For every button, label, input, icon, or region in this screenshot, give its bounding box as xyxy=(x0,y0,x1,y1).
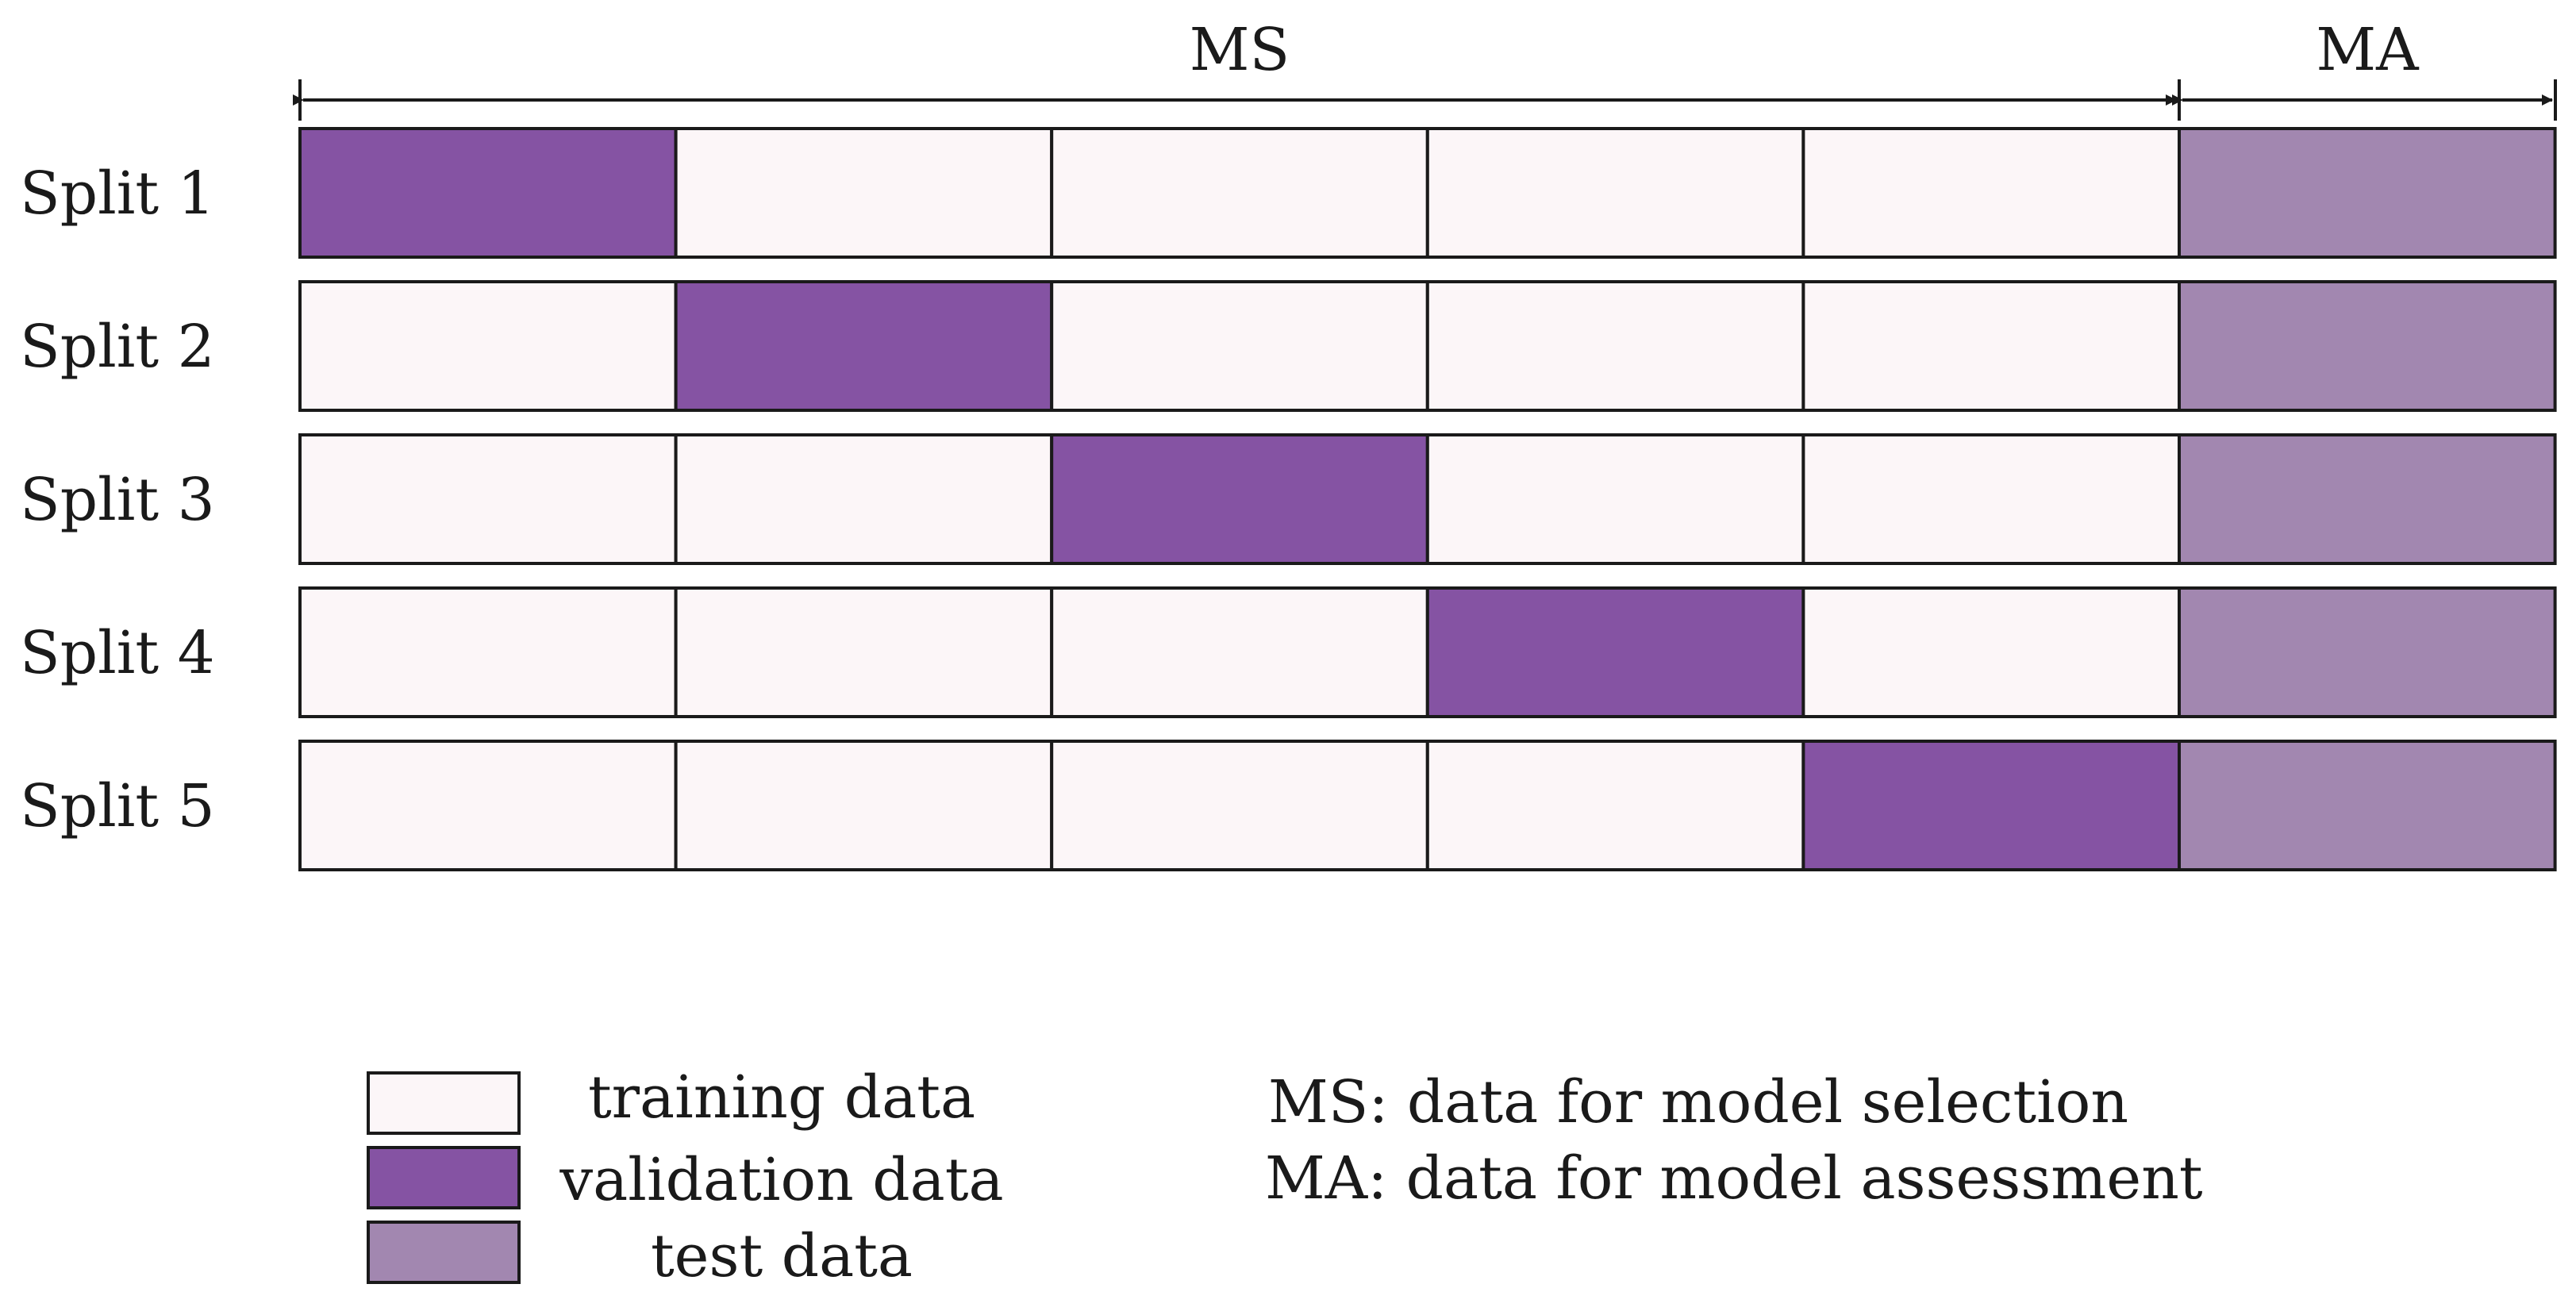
segment-training xyxy=(1801,433,2181,565)
legend-label-validation: validation data xyxy=(559,1146,1003,1214)
segment-training xyxy=(298,586,678,718)
split-label: Split 2 xyxy=(20,313,215,381)
segment-training xyxy=(1801,127,2181,259)
segment-training xyxy=(674,127,1054,259)
segment-validation xyxy=(674,280,1054,412)
legend: training data validation data test data … xyxy=(367,1063,2203,1290)
segment-training xyxy=(674,586,1054,718)
segment-training xyxy=(1050,586,1429,718)
split-label: Split 1 xyxy=(20,160,215,228)
segment-training xyxy=(298,433,678,565)
segment-test xyxy=(2178,740,2557,871)
segment-training xyxy=(1050,127,1429,259)
segment-validation xyxy=(1801,740,2181,871)
legend-label-test: test data xyxy=(651,1222,913,1290)
legend-swatch-test xyxy=(367,1221,521,1284)
split-label: Split 5 xyxy=(20,772,215,840)
legend-swatch-validation xyxy=(367,1146,521,1209)
segment-training xyxy=(1801,280,2181,412)
segment-training xyxy=(1050,280,1429,412)
split-label: Split 4 xyxy=(20,619,215,687)
segment-training xyxy=(674,433,1054,565)
segment-test xyxy=(2178,586,2557,718)
segment-training xyxy=(298,740,678,871)
legend-note-ms: MS: data for model selection xyxy=(1268,1068,2128,1136)
legend-swatch-training xyxy=(367,1071,521,1135)
segment-training xyxy=(1425,433,1805,565)
split-row: Split 4 xyxy=(20,586,2557,718)
segment-validation xyxy=(1425,586,1805,718)
segment-training xyxy=(1050,740,1429,871)
split-row: Split 5 xyxy=(20,740,2557,871)
split-rows: Split 1 Split 2 Split 3 Split 4 Split 5 xyxy=(20,127,2557,871)
segment-validation xyxy=(1050,433,1429,565)
segment-training xyxy=(1425,127,1805,259)
split-row: Split 2 xyxy=(20,280,2557,412)
segment-training xyxy=(1425,280,1805,412)
segment-training xyxy=(298,280,678,412)
segment-training xyxy=(1801,586,2181,718)
segment-test xyxy=(2178,280,2557,412)
legend-label-training: training data xyxy=(588,1063,975,1132)
ma-label: MA xyxy=(2316,16,2420,84)
segment-test xyxy=(2178,127,2557,259)
header-brackets: MS MA xyxy=(293,16,2557,121)
segment-test xyxy=(2178,433,2557,565)
segment-training xyxy=(674,740,1054,871)
split-row: Split 1 xyxy=(20,127,2557,259)
ms-label: MS xyxy=(1190,16,1290,84)
split-row: Split 3 xyxy=(20,433,2557,565)
split-label: Split 3 xyxy=(20,466,215,534)
legend-note-ma: MA: data for model assessment xyxy=(1265,1144,2203,1213)
segment-validation xyxy=(298,127,678,259)
segment-training xyxy=(1425,740,1805,871)
